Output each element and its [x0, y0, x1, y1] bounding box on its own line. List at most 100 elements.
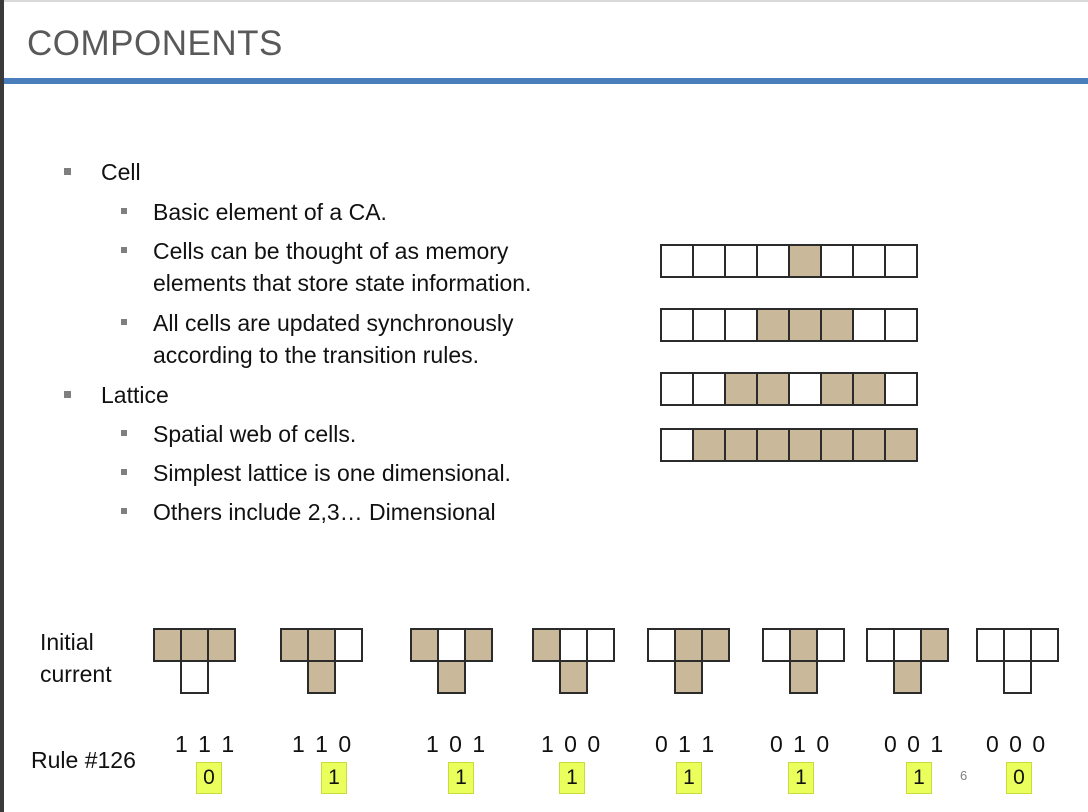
lattice-row	[660, 244, 918, 278]
neighbor-cell-inactive	[1030, 628, 1059, 662]
neighbor-cell-active	[920, 628, 949, 662]
result-cell	[437, 660, 466, 694]
lattice-cell-active	[756, 308, 790, 342]
neighborhood-pattern: 0 0 0	[986, 731, 1048, 757]
neighbor-cell-inactive	[816, 628, 845, 662]
initial-label: Initial	[40, 629, 94, 655]
neighbor-cell-active	[180, 628, 209, 662]
lattice-cell-active	[788, 308, 822, 342]
neighbor-cell-inactive	[976, 628, 1005, 662]
result-cell	[789, 660, 818, 694]
neighbor-cell-active	[207, 628, 236, 662]
lattice-cell-active	[692, 428, 726, 462]
neighborhood-pattern: 1 1 1	[175, 731, 237, 757]
sub-bullet-text: according to the transition rules.	[153, 342, 480, 368]
neighborhood-diagram	[647, 628, 731, 694]
rule-label: Rule #126	[31, 747, 136, 773]
lattice-cell-inactive	[724, 244, 758, 278]
neighborhood-pattern: 1 0 1	[426, 731, 488, 757]
sub-bullet-marker	[121, 430, 127, 436]
lattice-cell-inactive	[692, 372, 726, 406]
neighbor-cell-inactive	[866, 628, 895, 662]
bullet-cell: Cell	[101, 159, 141, 185]
neighborhood-pattern: 1 0 0	[541, 731, 603, 757]
rule-output-value: 0	[1006, 762, 1032, 794]
bullet-marker	[64, 391, 71, 398]
sub-bullet-marker	[121, 319, 127, 325]
lattice-cell-inactive	[852, 308, 886, 342]
sub-bullet-marker	[121, 247, 127, 253]
neighborhood-pattern: 1 1 0	[292, 731, 354, 757]
sub-bullet-text: Basic element of a CA.	[153, 199, 387, 225]
lattice-cell-inactive	[660, 428, 694, 462]
neighborhood-diagram	[866, 628, 950, 694]
lattice-cell-inactive	[884, 244, 918, 278]
lattice-row	[660, 428, 918, 462]
rule-output-value: 0	[196, 762, 222, 794]
left-border	[0, 0, 4, 812]
lattice-cell-inactive	[884, 372, 918, 406]
lattice-cell-active	[756, 372, 790, 406]
lattice-cell-inactive	[884, 308, 918, 342]
lattice-row	[660, 372, 918, 406]
neighborhood-pattern: 0 1 1	[655, 731, 717, 757]
rule-output-value: 1	[906, 762, 932, 794]
lattice-row	[660, 308, 918, 342]
lattice-cell-inactive	[852, 244, 886, 278]
lattice-cell-active	[756, 428, 790, 462]
result-cell	[674, 660, 703, 694]
sub-bullet-text: Others include 2,3… Dimensional	[153, 499, 496, 525]
lattice-cell-inactive	[660, 308, 694, 342]
lattice-cell-active	[788, 428, 822, 462]
neighbor-cell-inactive	[334, 628, 363, 662]
slide-title: COMPONENTS	[27, 24, 283, 63]
result-cell	[1003, 660, 1032, 694]
lattice-cell-active	[852, 372, 886, 406]
neighbor-cell-active	[153, 628, 182, 662]
title-underline-bar	[4, 78, 1088, 84]
neighbor-cell-active	[701, 628, 730, 662]
sub-bullet-text: All cells are updated synchronously	[153, 310, 514, 336]
lattice-cell-active	[852, 428, 886, 462]
lattice-cell-inactive	[692, 244, 726, 278]
lattice-cell-active	[788, 244, 822, 278]
neighbor-cell-active	[532, 628, 561, 662]
lattice-cell-active	[820, 308, 854, 342]
neighbor-cell-active	[280, 628, 309, 662]
lattice-cell-active	[820, 372, 854, 406]
sub-bullet-marker	[121, 208, 127, 214]
neighbor-cell-active	[674, 628, 703, 662]
sub-bullet-text: Simplest lattice is one dimensional.	[153, 460, 511, 486]
lattice-cell-inactive	[660, 372, 694, 406]
neighbor-cell-inactive	[559, 628, 588, 662]
neighborhood-diagram	[976, 628, 1060, 694]
lattice-cell-active	[724, 428, 758, 462]
rule-output-value: 1	[321, 762, 347, 794]
neighborhood-pattern: 0 0 1	[884, 731, 946, 757]
result-cell	[559, 660, 588, 694]
sub-bullet-text: elements that store state information.	[153, 270, 532, 296]
neighbor-cell-active	[789, 628, 818, 662]
current-label: current	[40, 661, 112, 687]
neighbor-cell-inactive	[437, 628, 466, 662]
neighbor-cell-inactive	[647, 628, 676, 662]
sub-bullet-text: Spatial web of cells.	[153, 421, 357, 447]
neighbor-cell-inactive	[1003, 628, 1032, 662]
sub-bullet-marker	[121, 508, 127, 514]
neighborhood-pattern: 0 1 0	[770, 731, 832, 757]
lattice-cell-active	[820, 428, 854, 462]
lattice-cell-inactive	[788, 372, 822, 406]
lattice-cell-inactive	[660, 244, 694, 278]
sub-bullet-marker	[121, 469, 127, 475]
rule-output-value: 1	[676, 762, 702, 794]
rule-output-value: 1	[448, 762, 474, 794]
top-border	[0, 0, 1088, 2]
bullet-lattice: Lattice	[101, 382, 169, 408]
neighbor-cell-inactive	[762, 628, 791, 662]
result-cell	[180, 660, 209, 694]
lattice-cell-active	[724, 372, 758, 406]
lattice-cell-inactive	[820, 244, 854, 278]
lattice-cell-inactive	[724, 308, 758, 342]
neighbor-cell-inactive	[586, 628, 615, 662]
neighborhood-diagram	[532, 628, 616, 694]
